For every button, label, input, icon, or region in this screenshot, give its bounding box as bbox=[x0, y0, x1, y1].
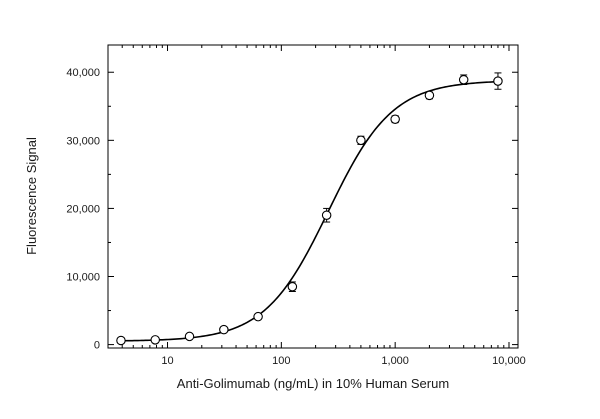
data-point bbox=[424, 90, 435, 101]
y-axis-ticks: 0 10,000 20,000 30,000 40,000 bbox=[66, 67, 518, 352]
y-axis-title: Fluorescence Signal bbox=[24, 137, 39, 255]
data-point bbox=[493, 76, 503, 86]
fit-curve-layer bbox=[120, 80, 498, 342]
x-tick-label: 1,000 bbox=[381, 355, 409, 367]
x-axis-ticks: 10 100 1,000 10,000 bbox=[107, 45, 526, 367]
data-points-layer bbox=[116, 72, 503, 346]
data-point bbox=[253, 311, 263, 322]
y-tick-label: 30,000 bbox=[66, 135, 100, 147]
data-point bbox=[458, 74, 469, 85]
y-tick-label: 40,000 bbox=[66, 67, 100, 79]
data-point bbox=[390, 114, 400, 124]
data-point bbox=[287, 281, 298, 292]
x-tick-label: 10,000 bbox=[492, 355, 526, 367]
y-tick-label: 20,000 bbox=[66, 203, 100, 215]
y-tick-label: 0 bbox=[94, 340, 100, 352]
x-tick-label: 10 bbox=[161, 355, 173, 367]
data-point bbox=[184, 331, 195, 342]
y-tick-label: 10,000 bbox=[66, 272, 100, 284]
x-axis-title: Anti-Golimumab (ng/mL) in 10% Human Seru… bbox=[177, 376, 449, 391]
data-point bbox=[321, 210, 332, 220]
data-point bbox=[116, 335, 126, 346]
plot-frame bbox=[107, 44, 519, 349]
data-point bbox=[150, 335, 160, 345]
x-tick-label: 100 bbox=[272, 355, 290, 367]
data-point bbox=[356, 135, 366, 146]
fit-curve bbox=[120, 80, 498, 342]
data-point bbox=[219, 324, 229, 335]
